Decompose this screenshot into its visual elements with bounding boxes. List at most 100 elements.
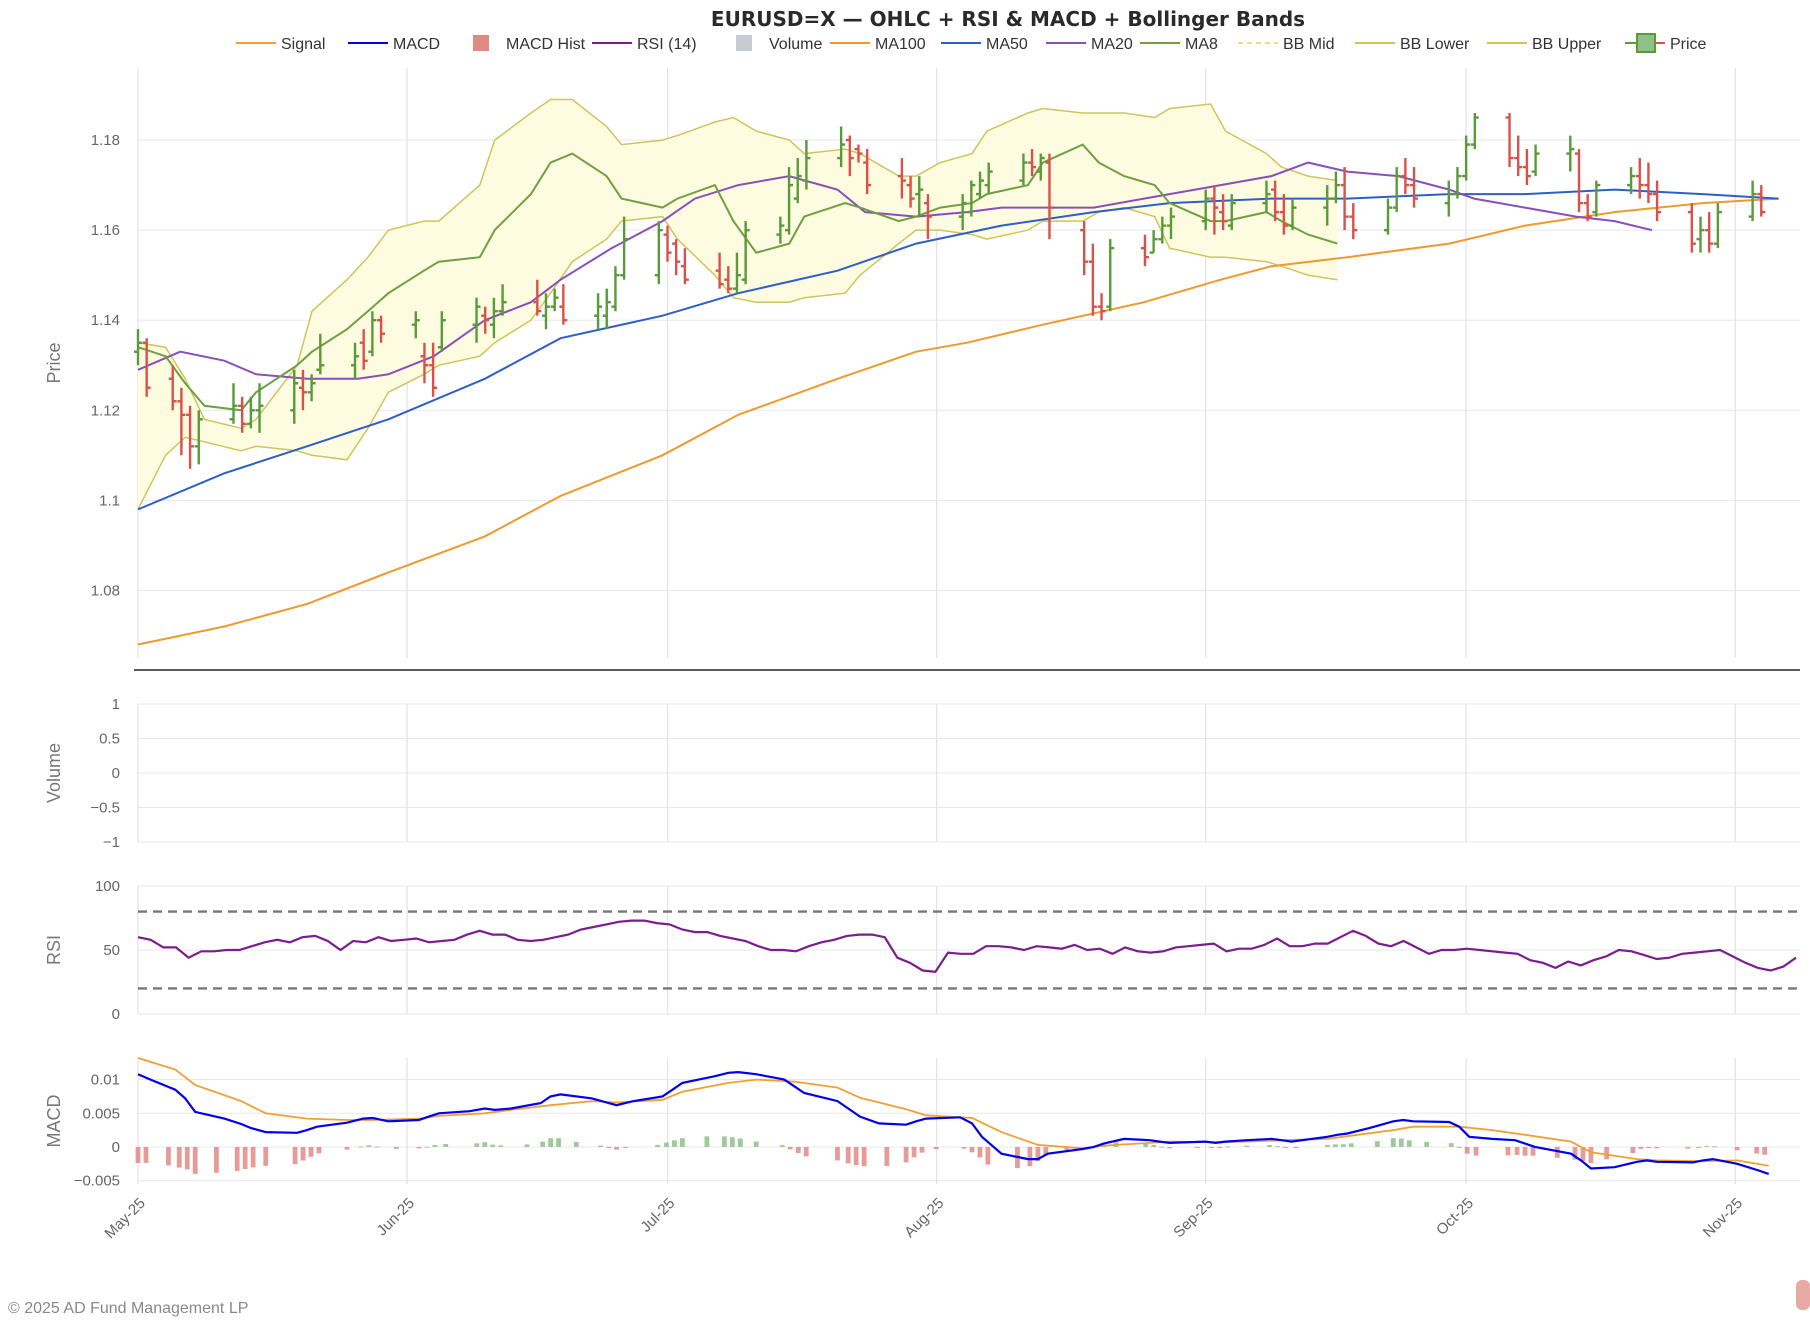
- ohlc-bar-down: [906, 176, 915, 208]
- macd-hist-bar-negative: [845, 1146, 851, 1164]
- legend: Signal MACD MACD Hist RSI (14) Volume MA100 MA…: [236, 33, 1707, 53]
- macd-hist-bar-negative: [835, 1146, 840, 1161]
- macd-hist-bar-negative: [1588, 1146, 1594, 1164]
- ohlc-bar-up: [837, 126, 846, 168]
- macd-hist-bar-negative: [1473, 1146, 1479, 1156]
- ohlc-bar-up: [411, 311, 420, 339]
- ohlc-bar-up: [1201, 189, 1210, 231]
- price-ytick-label: 1.08: [91, 582, 120, 599]
- macd-hist-bar-negative: [242, 1146, 248, 1170]
- macd-hist-bar-negative: [795, 1146, 801, 1154]
- macd-hist-bar-negative: [250, 1146, 256, 1168]
- macd-hist-bar-negative: [884, 1146, 890, 1166]
- price-ytick-label: 1.16: [91, 222, 120, 239]
- legend-label: MACD Hist: [506, 36, 586, 53]
- macd-hist-bar-negative: [606, 1146, 611, 1149]
- price-ytick-label: 1.12: [91, 402, 120, 419]
- macd-hist-bar-negative: [1064, 1146, 1070, 1151]
- macd-ytick-label: 0: [112, 1139, 120, 1156]
- ohlc-bar-up: [1323, 185, 1332, 226]
- macd-hist-bar-negative: [1217, 1146, 1222, 1148]
- bb-lower-line: [137, 206, 1338, 510]
- ohlc-bar-down: [1653, 180, 1662, 222]
- ma20-line: [137, 161, 1653, 380]
- macd-hist-bar-positive: [721, 1136, 727, 1147]
- macd-hist-bar-negative: [1283, 1146, 1288, 1148]
- ohlc-bar-down: [142, 338, 151, 397]
- legend-item: MA50: [941, 36, 1028, 53]
- ohlc-bar-down: [1635, 158, 1644, 199]
- macd-hist-bar-positive: [1225, 1146, 1230, 1148]
- macd-ytick-label: −0.005: [74, 1173, 120, 1190]
- macd-hist-bar-positive: [704, 1136, 710, 1147]
- rsi-line: [137, 919, 1797, 973]
- ohlc-bar-down: [177, 387, 186, 456]
- macd-hist-bar-positive: [729, 1137, 735, 1147]
- macd-hist-bar-positive: [1267, 1145, 1272, 1147]
- ohlc-bar-down: [897, 158, 906, 199]
- macd-hist-bar-positive: [1143, 1143, 1149, 1147]
- ohlc-bar-up: [498, 284, 507, 316]
- macd-hist-bar-positive: [680, 1138, 685, 1147]
- ohlc-bar-up: [134, 329, 142, 366]
- macd-hist-bar-positive: [374, 1146, 380, 1148]
- corner-logo: [1796, 1280, 1810, 1310]
- macd-hist-bar-positive: [556, 1138, 562, 1147]
- ohlc-bar-down: [845, 135, 854, 177]
- ohlc-bar-up: [1331, 171, 1340, 204]
- macd-ytick-label: 0.005: [82, 1105, 120, 1122]
- macd-hist-bar-positive: [655, 1144, 660, 1147]
- macd-hist-bar-negative: [1293, 1146, 1299, 1149]
- macd-hist-bar-positive: [358, 1146, 364, 1148]
- legend-label: RSI (14): [637, 36, 697, 53]
- price-ylabel: Price: [44, 342, 64, 383]
- macd-hist-bar-positive: [1159, 1146, 1165, 1148]
- macd-hist-bar-positive: [1348, 1143, 1354, 1147]
- ohlc-bar-down: [533, 279, 542, 316]
- legend-item: MA8: [1140, 36, 1218, 53]
- ohlc-bar-down: [1401, 158, 1410, 195]
- ohlc-bar-down: [359, 329, 368, 370]
- macd-hist-bar-negative: [213, 1146, 219, 1173]
- macd-hist-bar-positive: [498, 1145, 504, 1147]
- price-ytick-label: 1.14: [91, 312, 120, 329]
- macd-hist-bar-negative: [919, 1146, 925, 1153]
- ohlc-bar-down: [1219, 194, 1228, 231]
- x-tick-label: Nov-25: [1700, 1195, 1746, 1241]
- ohlc-bar-up: [611, 266, 620, 312]
- legend-item: Volume: [736, 35, 822, 53]
- macd-hist-bar-negative: [1043, 1146, 1049, 1156]
- macd-hist-bar-positive: [1390, 1138, 1396, 1147]
- legend-label: Price: [1670, 36, 1707, 53]
- ohlc-bar-up: [1592, 180, 1601, 217]
- ohlc-bar-up: [1470, 113, 1479, 150]
- x-tick-label: Jun-25: [373, 1195, 417, 1239]
- ohlc-bar-down: [1705, 212, 1714, 253]
- ohlc-bar-up: [802, 140, 811, 190]
- rsi-ylabel: RSI: [44, 935, 64, 965]
- macd-hist-bar-negative: [292, 1146, 298, 1165]
- macd-hist-bar-positive: [524, 1144, 530, 1147]
- macd-hist-bar-negative: [1696, 1146, 1702, 1148]
- macd-hist-bar-negative: [1604, 1146, 1610, 1160]
- ohlc-bar-down: [1644, 162, 1653, 204]
- macd-hist-bar-positive: [1448, 1143, 1454, 1147]
- macd-hist-bar-negative: [316, 1146, 322, 1154]
- ohlc-bar-down: [854, 144, 863, 163]
- macd-ytick-label: 0.01: [91, 1072, 120, 1089]
- macd-hist-bar-negative: [1464, 1146, 1470, 1154]
- ma100-line: [137, 197, 1779, 646]
- ohlc-bar-up: [602, 288, 611, 330]
- ohlc-bar-up: [984, 162, 993, 195]
- ohlc-bar-up: [1384, 198, 1393, 235]
- ohlc-bar-up: [958, 194, 967, 231]
- ohlc-bar-down: [1210, 185, 1219, 235]
- ohlc-bar-up: [1444, 180, 1453, 217]
- legend-label: MA8: [1185, 36, 1218, 53]
- ohlc-bar-up: [1227, 194, 1236, 231]
- ohlc-bar-up: [472, 297, 481, 343]
- ohlc-bar-up: [1036, 153, 1045, 181]
- ohlc-bar-down: [1574, 149, 1583, 213]
- ohlc-bar-down: [429, 342, 438, 397]
- ohlc-bar-up: [976, 171, 985, 199]
